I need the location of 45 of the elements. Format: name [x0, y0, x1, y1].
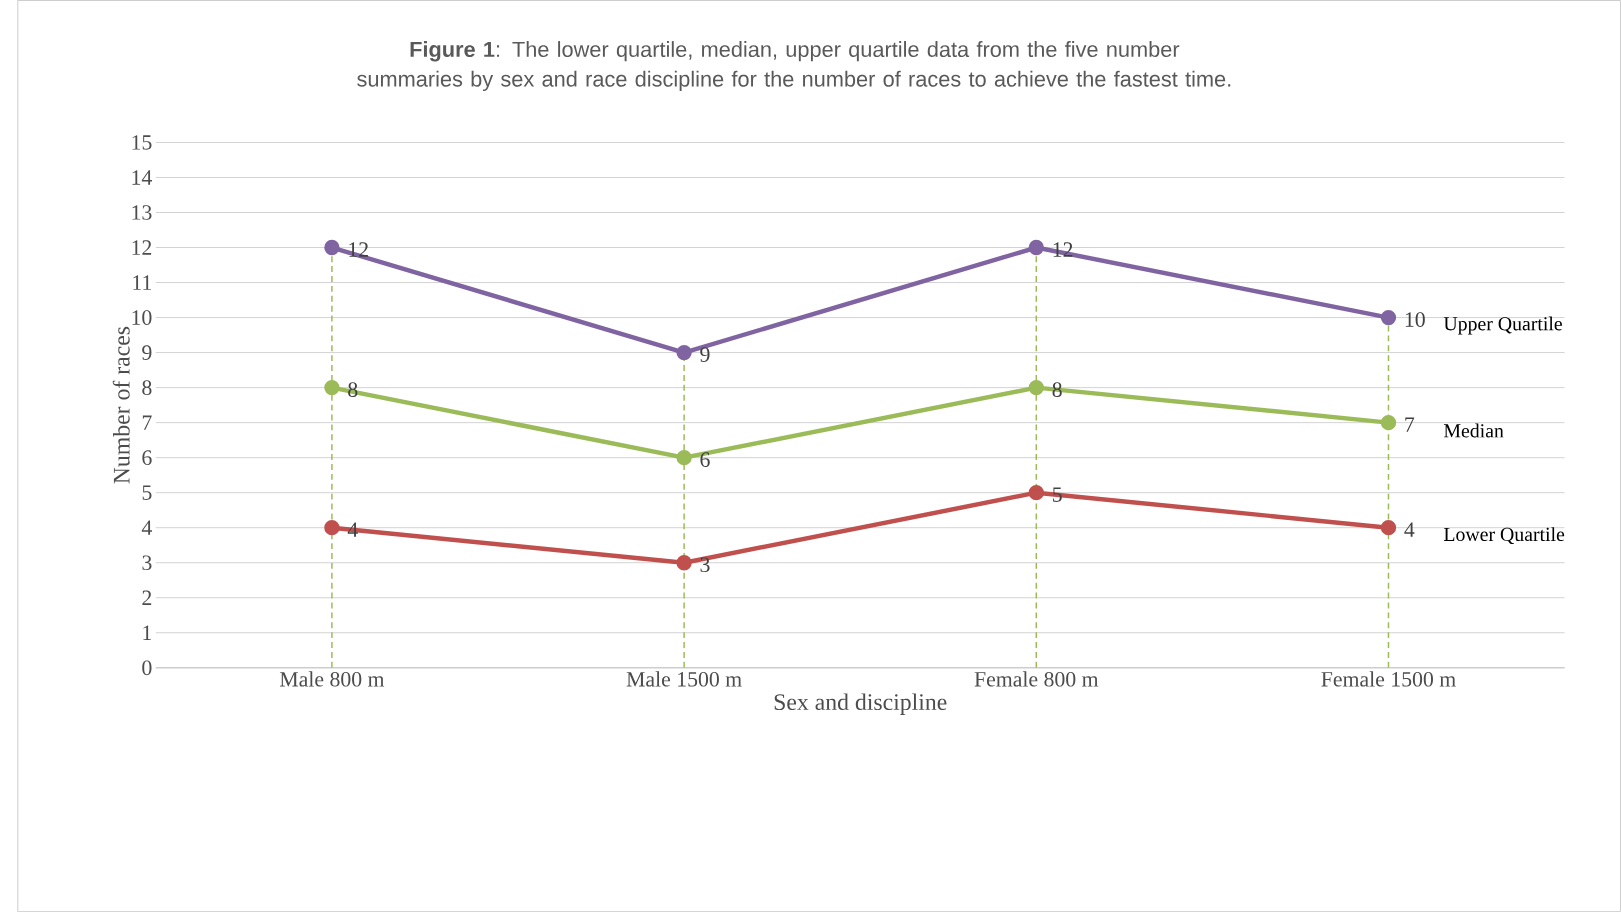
text: Upper Quartile	[1443, 316, 1562, 335]
text: Median	[1444, 423, 1504, 438]
x-tick-label: Female 800 m	[974, 671, 1099, 687]
y-tick-label: 13	[132, 205, 152, 220]
y-tick-label: 5	[142, 485, 152, 500]
y-tick-label: 11	[133, 275, 152, 290]
data-label: 3	[700, 557, 710, 572]
y-tick-label: 0	[142, 660, 152, 676]
y-axis-title: Number of races	[112, 326, 130, 484]
point	[1380, 309, 1397, 326]
point	[1028, 239, 1044, 256]
point	[676, 554, 692, 571]
point	[1380, 414, 1397, 431]
data-label: 6	[700, 452, 710, 467]
point	[324, 239, 340, 256]
data-label: 4	[1404, 522, 1415, 537]
data-label: 9	[700, 347, 710, 362]
y-tick-label: 7	[142, 415, 152, 430]
y-tick-label: 12	[132, 240, 152, 255]
y-tick-label: 15	[132, 135, 152, 150]
point	[324, 519, 340, 536]
y-tick-label: 1	[143, 625, 152, 640]
point	[676, 344, 692, 361]
y-tick-label: 3	[142, 555, 152, 570]
data-label: 7	[1405, 417, 1415, 432]
data-label: 12	[349, 242, 368, 257]
point	[676, 449, 692, 466]
chart-title: Figure 1: The lower quartile, median, upper quartile data from the five number summaries by sex and race discipline for the number of races to achieve the fastest time.	[357, 41, 1231, 91]
x-tick-label: Male 800 m	[279, 671, 385, 687]
point	[324, 379, 340, 396]
y-tick-label: 2	[142, 590, 152, 605]
text: Lower Quartile	[1444, 527, 1565, 545]
data-label: 10	[1405, 312, 1425, 327]
x-axis-title: Sex and discipline	[774, 693, 947, 715]
point	[1028, 379, 1044, 396]
y-tick-label: 8	[142, 380, 152, 395]
x-tick-label: Male 1500 m	[626, 671, 742, 687]
y-tick-label: 9	[142, 345, 152, 360]
y-tick-label: 10	[132, 310, 152, 325]
point	[1028, 484, 1044, 501]
y-tick-label: 6	[142, 450, 152, 465]
y-tick-label: 14	[132, 170, 152, 185]
x-tick-label: Female 1500 m	[1321, 671, 1456, 687]
point	[1380, 519, 1397, 536]
y-tick-label: 4	[141, 520, 152, 535]
